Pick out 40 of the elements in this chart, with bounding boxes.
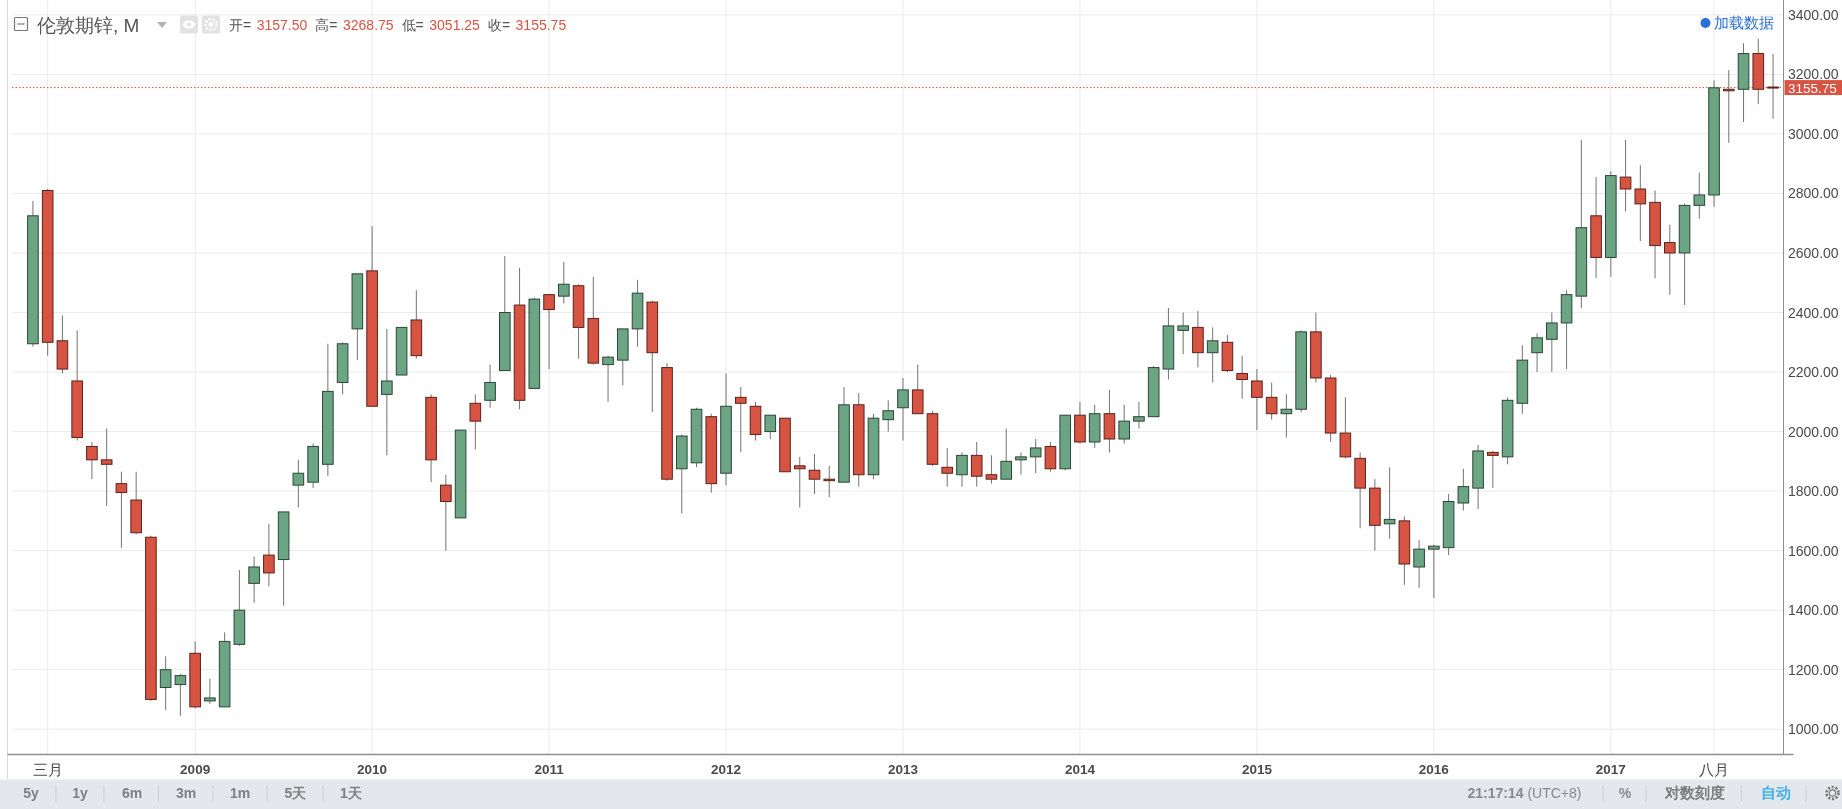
x-tick-label: 2012: [711, 761, 742, 776]
y-tick-label: 1200.00: [1788, 661, 1839, 678]
annotation: 5y: [23, 785, 39, 801]
x-tick-label: 三月: [32, 760, 63, 777]
annotation: 6m: [121, 785, 143, 801]
y-tick-label: 1400.00: [1788, 602, 1839, 619]
y-tick-label: 1800.00: [1788, 483, 1839, 500]
y-tick-label: 2800.00: [1788, 185, 1839, 202]
x-tick-label: 八月: [1699, 760, 1730, 777]
annotation: 自动: [1760, 785, 1791, 801]
y-tick-label: 2600.00: [1788, 244, 1839, 261]
annotation: %: [1618, 785, 1632, 801]
y-tick-label: 3000.00: [1788, 125, 1839, 142]
x-tick-label: 2014: [1064, 761, 1096, 776]
x-tick-label: 2011: [534, 761, 565, 776]
y-tick-label: 3200.00: [1788, 66, 1839, 83]
x-tick-label: 2015: [1241, 761, 1273, 776]
x-tick-label: 2016: [1418, 761, 1450, 776]
annotation: 1m: [229, 785, 251, 801]
annotation: 对数刻度: [1664, 785, 1725, 801]
annotation: 加载数据: [1714, 15, 1774, 31]
annotation: 3m: [175, 785, 197, 801]
y-tick-label: 2000.00: [1788, 423, 1839, 440]
y-tick-label: 2200.00: [1788, 364, 1839, 381]
annotation: 21:17:14 (UTC+8): [1467, 785, 1582, 801]
ref-line-label: 3155.75: [1788, 80, 1837, 96]
annotation: 1y: [72, 785, 88, 801]
x-tick-label: 2013: [887, 761, 919, 776]
annotation: 5天: [284, 785, 307, 801]
annotation: 加载数据: [1700, 15, 1774, 31]
annotation: 1天: [340, 785, 362, 801]
y-tick-label: 1600.00: [1788, 542, 1839, 559]
y-tick-label: 3400.00: [1788, 6, 1839, 23]
x-tick-label: 2017: [1595, 761, 1626, 776]
x-tick-label: 2009: [180, 761, 211, 776]
text: 伦敦期锌, M: [37, 14, 140, 36]
x-tick-label: 2010: [357, 761, 388, 776]
y-tick-label: 1000.00: [1788, 721, 1839, 738]
y-tick-label: 2400.00: [1788, 304, 1839, 321]
text: 开= 3157.50 高= 3268.75 低= 3051.25 收= 3155.75: [229, 17, 567, 33]
